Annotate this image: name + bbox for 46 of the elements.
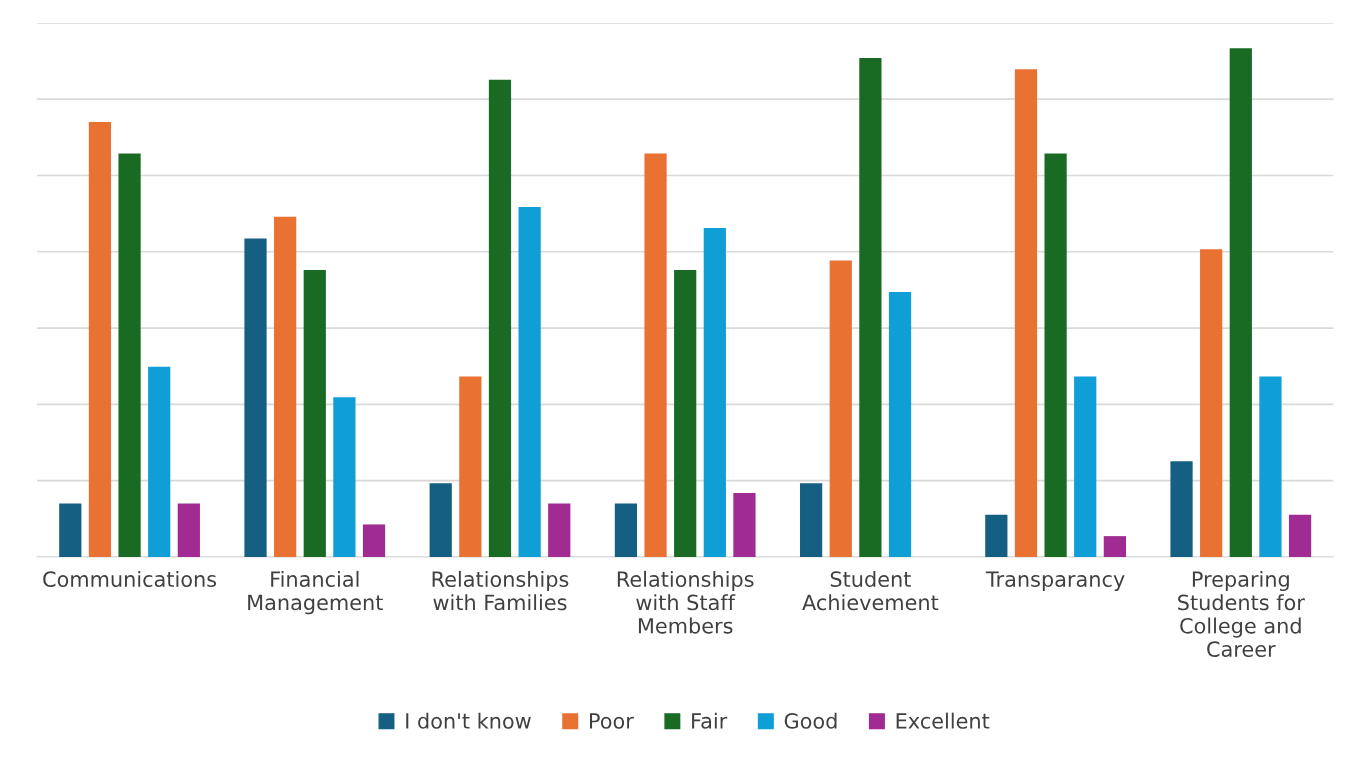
bar: [59, 503, 82, 557]
bar: [518, 207, 541, 557]
bar: [800, 483, 823, 557]
legend-label: Fair: [692, 712, 728, 729]
bar: [674, 270, 697, 557]
legend-label: Excellent: [896, 712, 990, 729]
bar: [859, 57, 882, 557]
bar: [429, 483, 452, 557]
bar: [488, 79, 512, 557]
bar: [703, 227, 726, 557]
x-tick-label: Student Achievement: [802, 570, 939, 611]
bar: [1288, 514, 1312, 557]
bar: [1014, 69, 1038, 557]
legend-label: Poor: [590, 713, 634, 729]
bar: [274, 216, 297, 557]
bar: [733, 492, 756, 557]
x-tick-label: Financial Management: [248, 570, 383, 615]
bar: [1074, 376, 1097, 557]
bar: [1044, 153, 1067, 557]
bar: [88, 122, 112, 557]
legend-label: Good: [784, 712, 837, 729]
bar: [614, 503, 638, 557]
bar: [985, 514, 1008, 557]
bar: [888, 291, 912, 557]
legend-label: I don't know: [406, 712, 531, 729]
bar: [148, 366, 171, 557]
bar: [333, 397, 356, 557]
bar: [244, 238, 267, 557]
bar: [644, 153, 667, 557]
bar: [1200, 249, 1223, 557]
x-tick-label: Relationships with Staff Members: [617, 570, 754, 634]
bar: [829, 260, 852, 557]
bar: [118, 153, 141, 557]
bar: [1259, 376, 1282, 557]
bar: [1103, 536, 1126, 557]
x-tick-label: Communications: [43, 570, 217, 588]
x-tick-label: Transparancy: [985, 571, 1125, 592]
bar: [1229, 48, 1252, 557]
x-tick-label: Relationships with Families: [432, 570, 569, 611]
bar: [548, 503, 571, 557]
x-tick-label: Preparing Students for College and Career: [1178, 570, 1305, 657]
bar: [459, 376, 482, 557]
bar: [362, 524, 386, 557]
bar: [177, 503, 200, 557]
bar: [303, 270, 326, 557]
bar: [1170, 461, 1193, 557]
